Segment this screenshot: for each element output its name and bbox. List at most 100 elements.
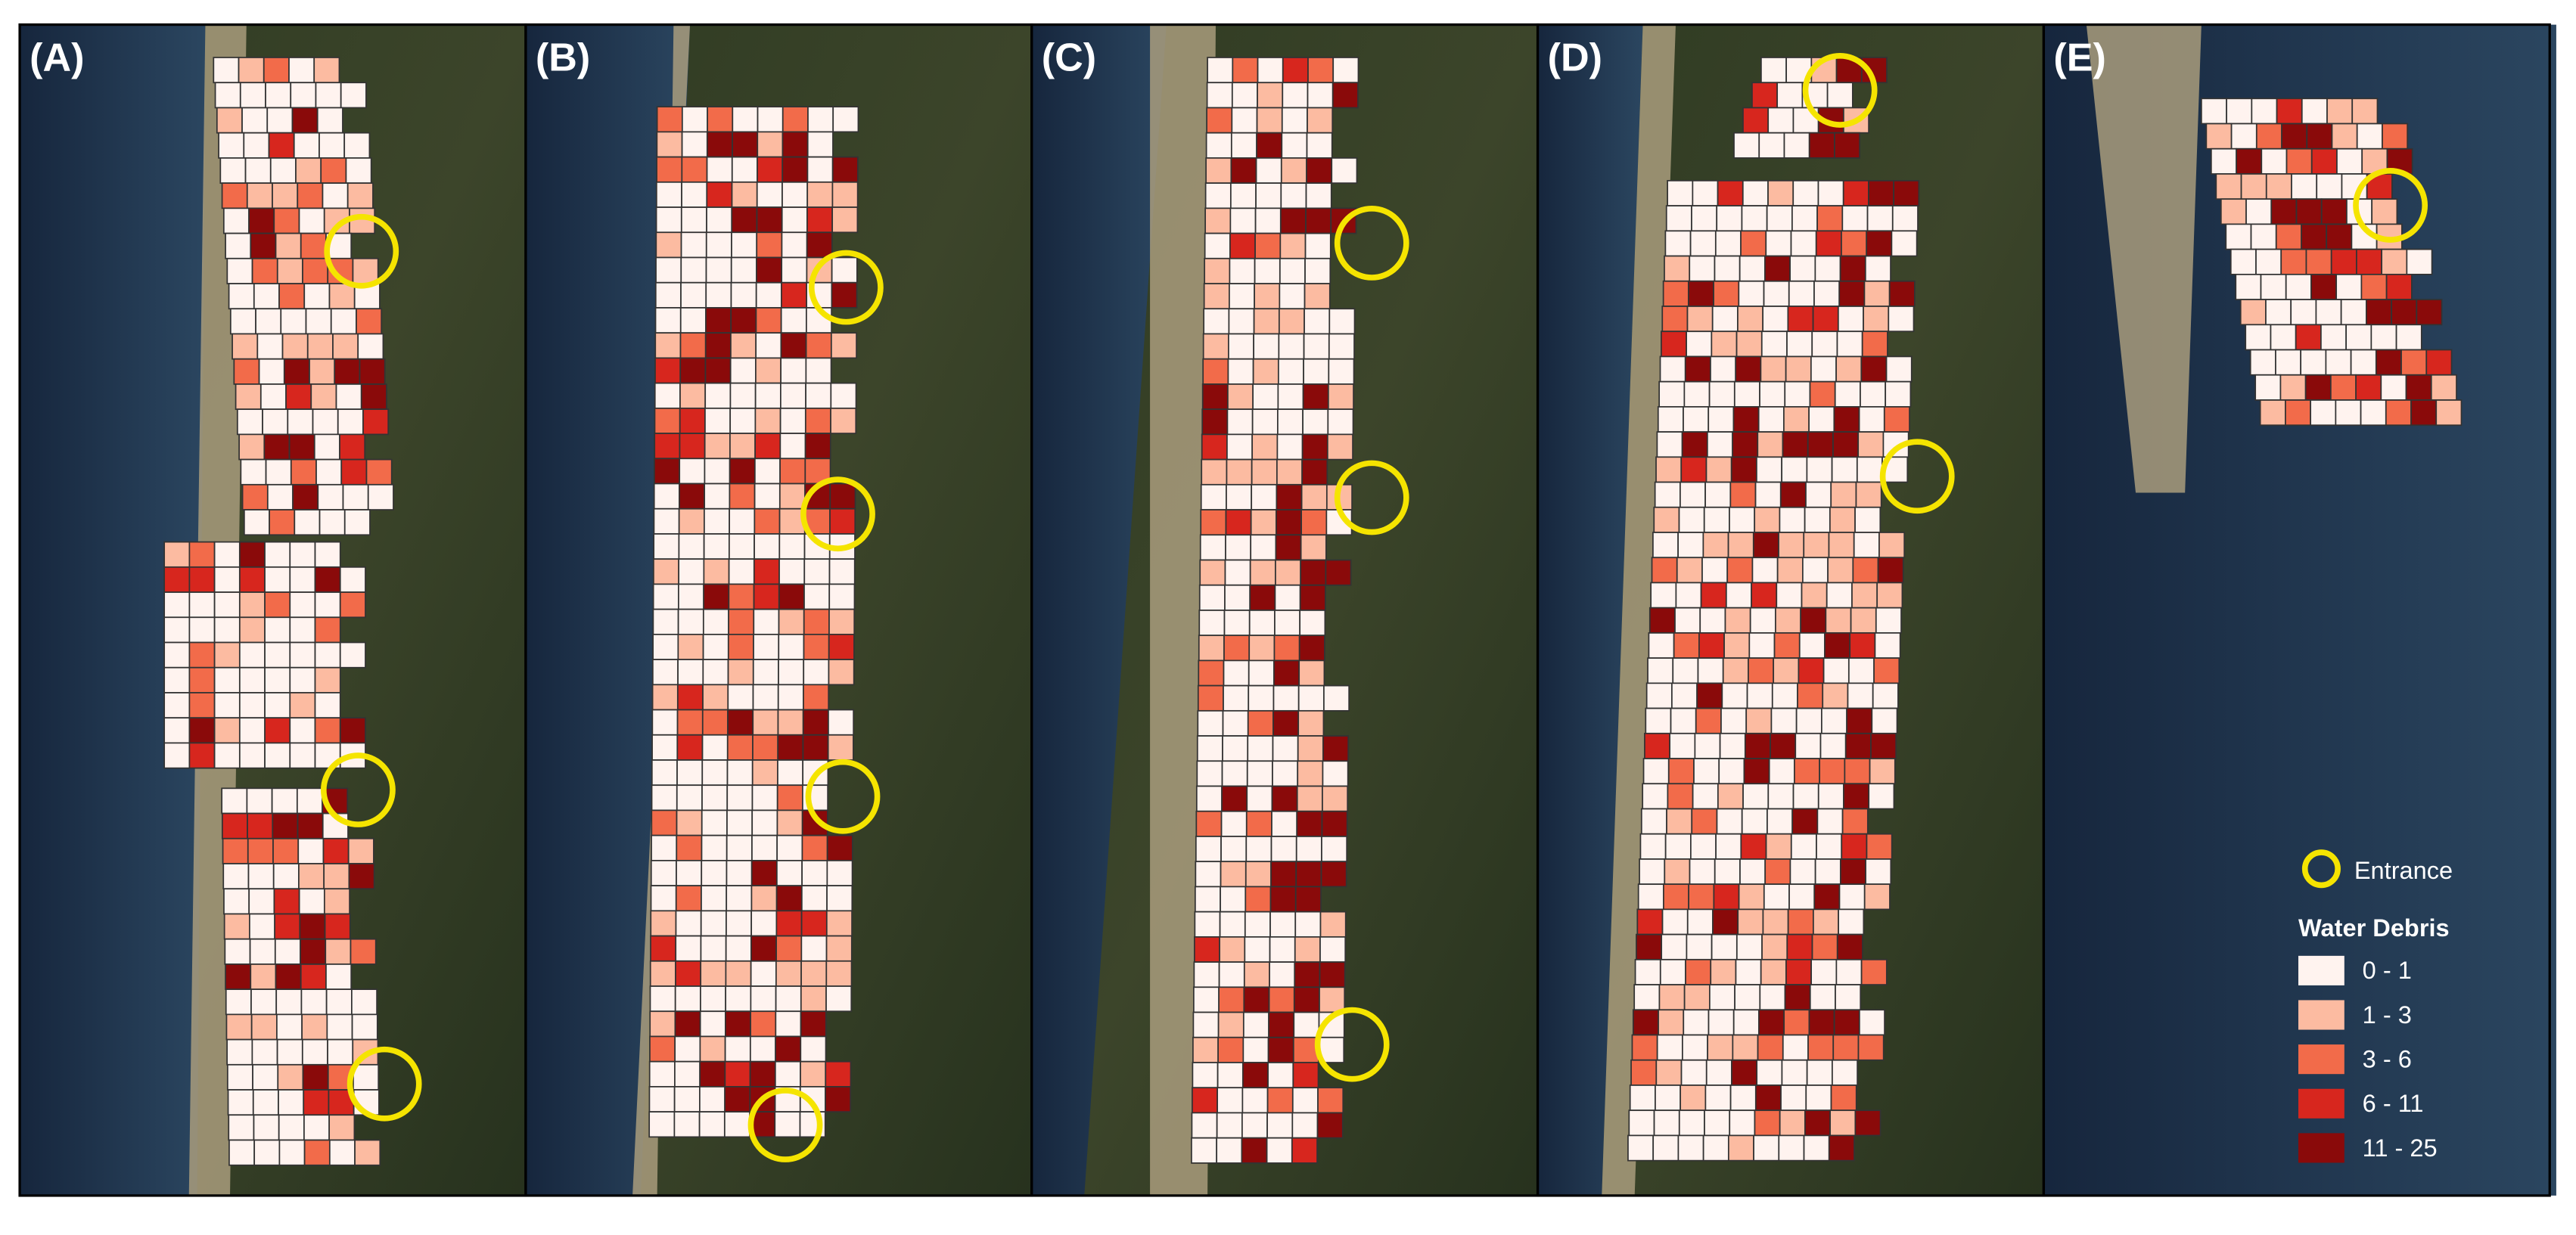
grid-cell <box>345 157 372 184</box>
grid-cell <box>1664 230 1692 257</box>
grid-cell <box>1780 1085 1807 1112</box>
grid-cell <box>726 910 753 937</box>
grid-cell <box>1301 433 1328 461</box>
grid-cell <box>1798 657 1825 684</box>
grid-cell <box>1245 810 1272 837</box>
grid-cell <box>732 106 759 133</box>
grid-cell <box>236 408 263 436</box>
panel-label: (B) <box>536 36 590 79</box>
grid-cell <box>264 742 291 769</box>
grid-cell <box>653 483 680 510</box>
grid-cell <box>277 1063 304 1091</box>
grid-cell <box>1863 883 1891 911</box>
grid-cell <box>1691 808 1718 835</box>
grid-cell <box>325 963 353 991</box>
grid-cell <box>2225 223 2252 250</box>
entrance-marker <box>747 1088 823 1162</box>
grid-cell <box>1656 1034 1683 1061</box>
grid-cell <box>264 591 291 619</box>
grid-cell <box>1742 107 1770 134</box>
grid-cell <box>226 1038 253 1066</box>
grid-cell <box>1804 506 1831 533</box>
grid-cell <box>213 692 241 719</box>
grid-cell <box>1692 180 1719 206</box>
grid-cell <box>680 231 707 259</box>
grid-cell <box>1735 958 1762 985</box>
grid-cell <box>1770 732 1797 759</box>
grid-cell <box>1748 657 1775 684</box>
grid-cell <box>1786 330 1813 358</box>
grid-cell <box>2430 374 2457 401</box>
grid-cell <box>1670 707 1697 734</box>
grid-cell <box>1826 582 1853 609</box>
grid-cell <box>1803 1134 1830 1162</box>
grid-cell <box>314 641 341 669</box>
grid-cell <box>328 283 356 310</box>
grid-cell <box>704 433 731 460</box>
grid-cell <box>679 458 706 485</box>
grid-cell <box>754 407 782 434</box>
grid-cell <box>1193 986 1220 1013</box>
grid-cell <box>1230 132 1257 159</box>
grid-cell <box>701 759 729 787</box>
grid-cell <box>751 809 778 836</box>
grid-cell <box>752 684 779 711</box>
grid-cell <box>679 382 707 409</box>
grid-cell <box>1754 1085 1782 1112</box>
grid-cell <box>1861 330 1888 358</box>
grid-cell <box>1296 810 1323 837</box>
grid-cell <box>1193 961 1220 988</box>
grid-cell <box>1717 180 1744 206</box>
grid-cell <box>1683 1009 1710 1036</box>
grid-cell <box>703 558 730 585</box>
grid-cell <box>1866 230 1893 257</box>
grid-cell <box>705 256 732 284</box>
sand <box>2086 24 2202 493</box>
grid-cell <box>357 333 384 360</box>
grid-cell <box>1640 808 1667 835</box>
grid-cell <box>805 382 832 409</box>
grid-cell <box>2331 123 2358 150</box>
grid-cell <box>753 583 780 610</box>
grid-cell <box>289 566 316 593</box>
grid-cell <box>1272 709 1300 737</box>
grid-cell <box>730 256 757 284</box>
grid-cell <box>1300 534 1327 561</box>
grid-cell <box>825 1060 852 1088</box>
grid-cell <box>1292 1062 1319 1089</box>
grid-cell <box>1220 810 1248 837</box>
grid-cell <box>701 809 728 836</box>
grid-cell <box>256 333 284 360</box>
grid-cell <box>297 182 324 209</box>
grid-cell <box>1824 632 1851 659</box>
grid-cell <box>1280 157 1307 184</box>
grid-cell <box>1815 230 1842 257</box>
grid-cell <box>679 433 706 460</box>
grid-cell <box>1232 57 1259 84</box>
grid-cell <box>1754 1109 1781 1137</box>
grid-cell <box>1276 483 1303 510</box>
grid-cell <box>1217 1011 1244 1038</box>
grid-cell <box>1664 255 1691 282</box>
grid-cell <box>1683 984 1711 1011</box>
panel-label: (C) <box>1042 36 1096 79</box>
grid-cell <box>1639 833 1667 860</box>
grid-cell <box>247 863 275 890</box>
grid-cell <box>1857 431 1885 458</box>
grid-cell <box>781 231 808 259</box>
grid-cell <box>292 483 319 510</box>
grid-cell <box>782 131 809 158</box>
grid-cell <box>2345 324 2372 351</box>
grid-cell <box>676 684 704 711</box>
grid-cell <box>650 910 677 937</box>
grid-cell <box>1299 584 1326 611</box>
grid-cell <box>652 608 679 635</box>
grid-cell <box>1204 207 1232 234</box>
grid-cell <box>1248 659 1275 687</box>
grid-cell <box>1810 355 1837 383</box>
grid-cell <box>1305 207 1332 234</box>
grid-cell <box>1251 483 1278 510</box>
grid-cell <box>1294 911 1322 938</box>
grid-cell <box>728 608 755 635</box>
